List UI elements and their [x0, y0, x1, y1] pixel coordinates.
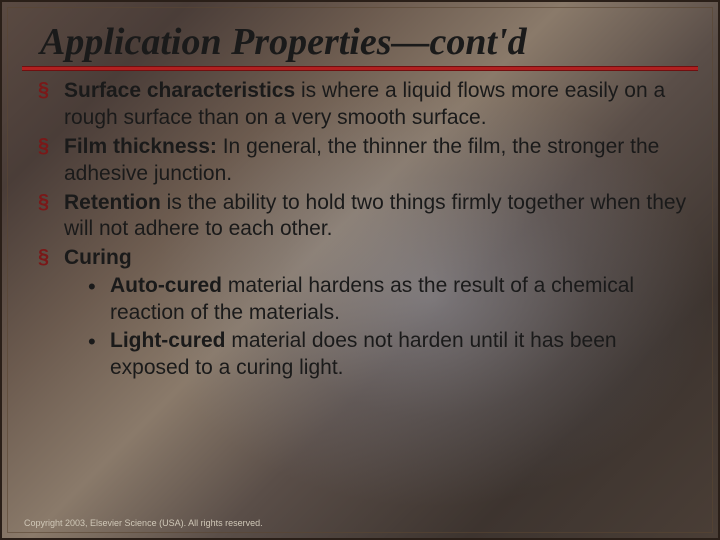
copyright-text: Copyright 2003, Elsevier Science (USA). … — [24, 518, 263, 528]
slide: Application Properties—cont'd Surface ch… — [0, 0, 720, 540]
sub-bullet-bold: Auto-cured — [110, 274, 222, 297]
slide-content: Surface characteristics is where a liqui… — [32, 78, 688, 384]
bullet-item: Curing Auto-cured material hardens as th… — [32, 245, 688, 381]
bullet-item: Film thickness: In general, the thinner … — [32, 134, 688, 188]
title-underline — [22, 66, 698, 71]
sub-bullet: Auto-cured material hardens as the resul… — [82, 273, 688, 327]
bullet-bold: Film thickness: — [64, 135, 217, 158]
bullet-item: Surface characteristics is where a liqui… — [32, 78, 688, 132]
bullet-bold: Surface characteristics — [64, 79, 295, 102]
sub-bullet-bold: Light-cured — [110, 329, 226, 352]
slide-title: Application Properties—cont'd — [40, 20, 527, 64]
bullet-item: Retention is the ability to hold two thi… — [32, 190, 688, 244]
bullet-bold: Curing — [64, 246, 132, 269]
bullet-bold: Retention — [64, 191, 161, 214]
sub-bullet: Light-cured material does not harden unt… — [82, 328, 688, 382]
